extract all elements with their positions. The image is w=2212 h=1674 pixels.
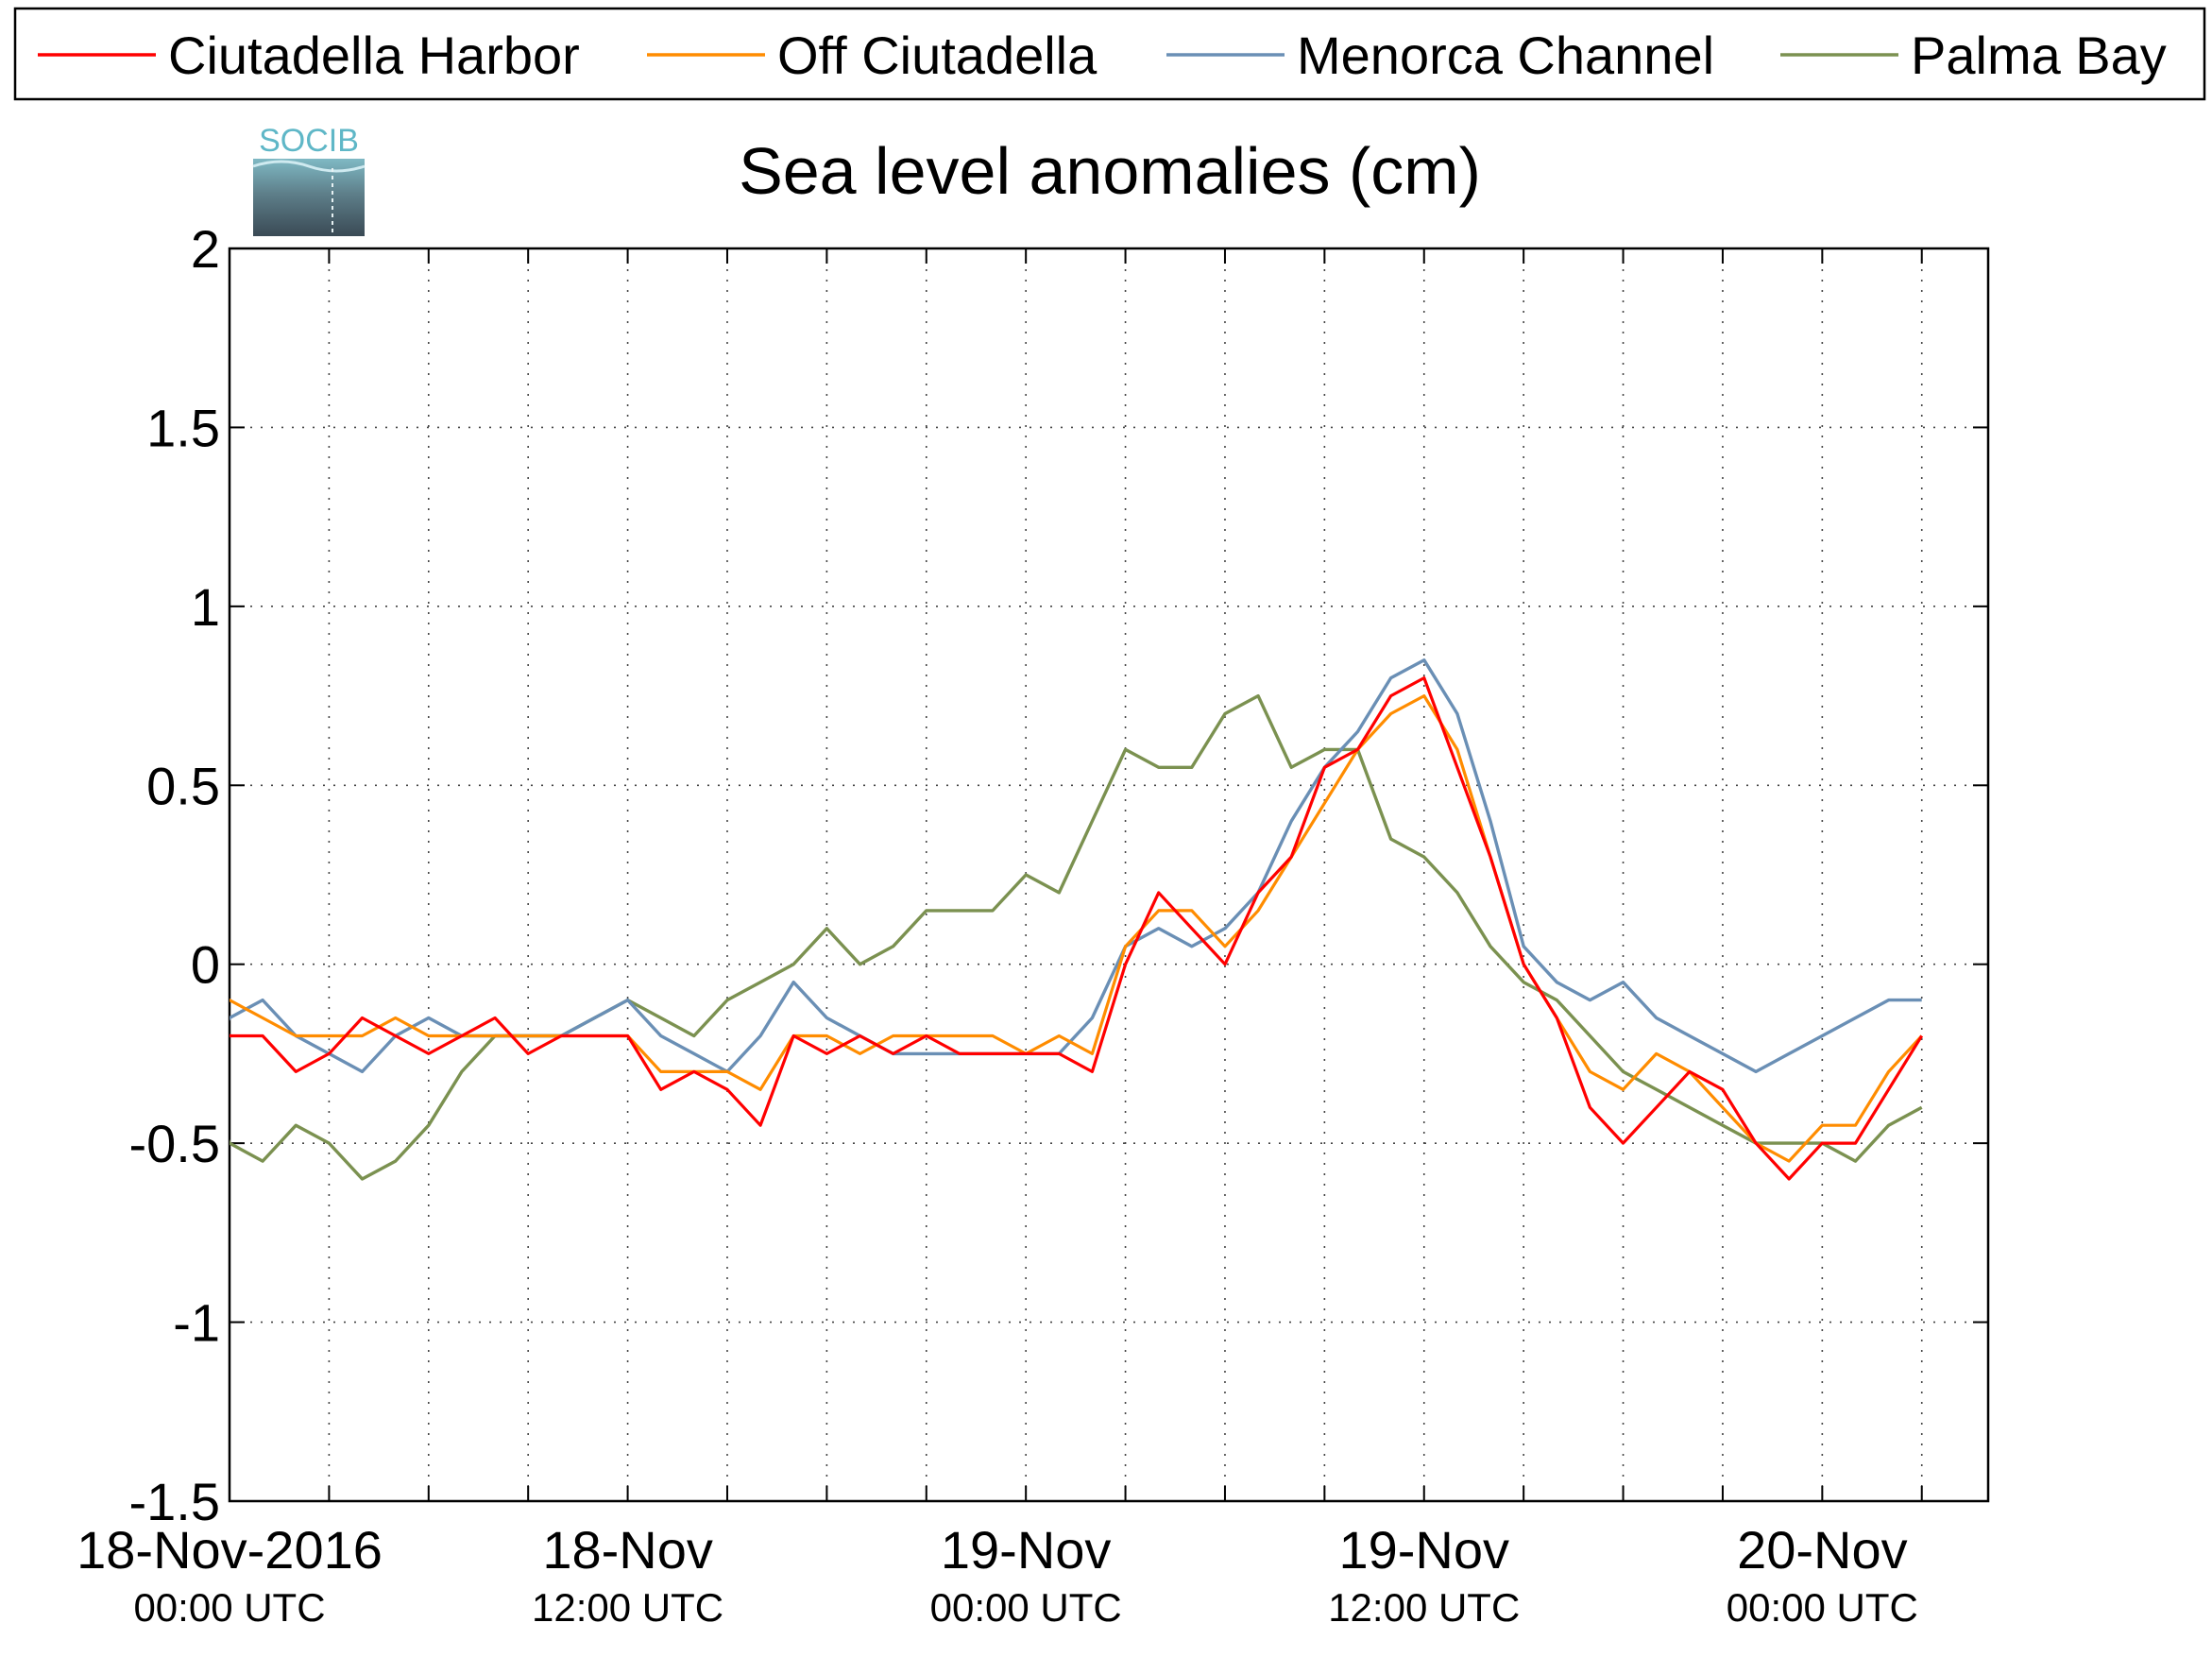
x-tick-sublabel: 12:00 UTC [1328,1585,1520,1630]
grid [230,248,1988,1501]
legend-label-menorca-channel: Menorca Channel [1297,26,1714,85]
x-tick-sublabel: 00:00 UTC [133,1585,325,1630]
x-tick-label: 18-Nov [542,1520,713,1580]
socib-logo: SOCIB [252,123,366,236]
y-tick-label: 2 [191,219,220,279]
x-tick-sublabel: 12:00 UTC [532,1585,723,1630]
series-line-ciutadella-harbor [230,676,1924,1181]
y-tick-label: 0.5 [146,756,220,815]
legend-label-off-ciutadella: Off Ciutadella [777,26,1097,85]
x-axis-labels: 18-Nov-2016 00:00 UTC 18-Nov 12:00 UTC 19-No… [77,1520,1918,1630]
x-tick-label: 19-Nov [941,1520,1112,1580]
plot-area [228,247,1990,1503]
legend-label-ciutadella-harbor: Ciutadella Harbor [168,26,580,85]
x-tick-sublabel: 00:00 UTC [1727,1585,1918,1630]
y-tick-label: 0 [191,935,220,995]
x-tick-sublabel: 00:00 UTC [930,1585,1122,1630]
y-axis-labels: -1.5 -1 -0.5 0 0.5 1 1.5 2 [129,219,221,1531]
y-tick-label: -1 [173,1293,220,1353]
y-tick-label: 1.5 [146,398,220,457]
x-tick-label: 20-Nov [1737,1520,1908,1580]
series-line-off-ciutadella [230,694,1923,1163]
y-tick-label: -1.5 [129,1472,221,1531]
axis-ticks [230,248,1988,1502]
legend-label-palma-bay: Palma Bay [1911,26,2167,85]
logo-wave [252,160,366,173]
chart-title: Sea level anomalies (cm) [739,134,1481,208]
y-tick-label: 1 [191,577,220,637]
x-tick-label: 19-Nov [1338,1520,1509,1580]
logo-text: SOCIB [259,123,359,159]
x-tick-label: 18-Nov-2016 [77,1520,383,1580]
y-tick-label: -0.5 [129,1114,221,1173]
series-layer [230,658,1924,1181]
legend: Ciutadella Harbor Off Ciutadella Menorca C… [38,26,2167,85]
